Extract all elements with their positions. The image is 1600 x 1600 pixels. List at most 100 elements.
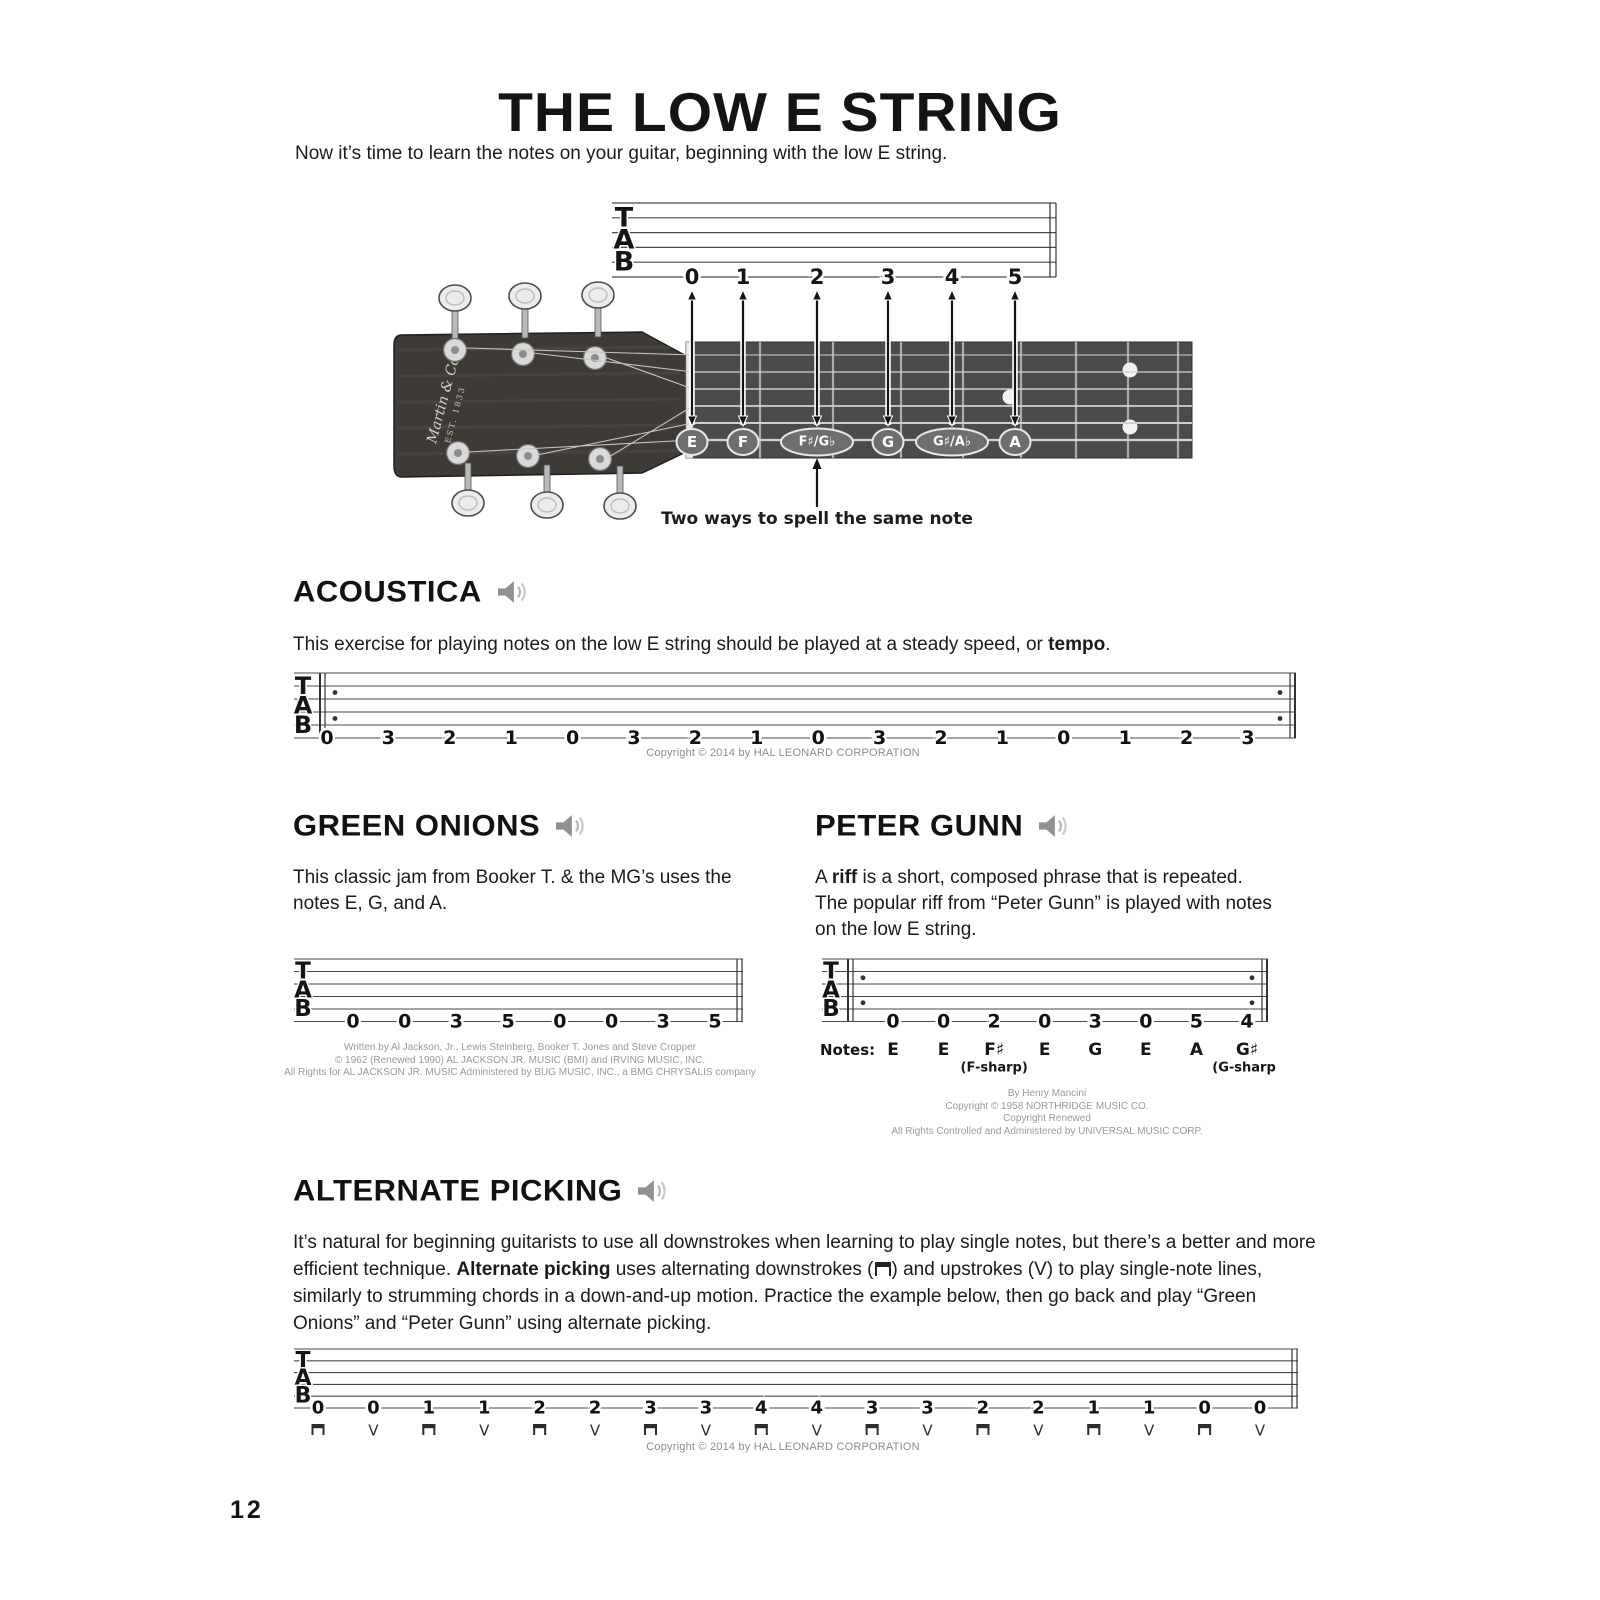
tab-number: 2 bbox=[1032, 1398, 1045, 1419]
tab-number: 0 bbox=[312, 1398, 325, 1419]
section-heading-green-onions: GREEN ONIONS bbox=[293, 809, 586, 844]
tab-number: 0 bbox=[346, 1011, 359, 1033]
acoustica-desc-post: . bbox=[1105, 634, 1111, 655]
tab-number: 1 bbox=[505, 727, 518, 749]
acoustica-desc-pre: This exercise for playing notes on the l… bbox=[293, 634, 1049, 655]
acoustica-title: ACOUSTICA bbox=[293, 574, 482, 609]
tab-staff-green-onions: TAB 0 0 3 5 0 0 3 5 bbox=[293, 957, 743, 1034]
tab-clef-letter: T bbox=[295, 959, 311, 985]
note-sublabel: (G-sharp) bbox=[1212, 1061, 1276, 1076]
tab-clef-letter: A bbox=[294, 977, 312, 1003]
note-badge bbox=[915, 427, 989, 457]
tab-number: 1 bbox=[1119, 727, 1132, 749]
alternate-picking-description: It’s natural for beginning guitarists to… bbox=[293, 1229, 1325, 1337]
tab-number: 5 bbox=[708, 1011, 721, 1033]
upstroke-icon: V bbox=[922, 1422, 933, 1440]
tuner-button bbox=[603, 492, 637, 520]
note-name: E bbox=[1140, 1040, 1152, 1060]
note-badge bbox=[675, 428, 709, 456]
tab-clef-letter: T bbox=[295, 672, 312, 700]
tab-clef-letter: B bbox=[822, 996, 840, 1022]
tab-number: 1 bbox=[750, 727, 763, 749]
tab-clef-letter: A bbox=[294, 692, 313, 720]
tab-number: 2 bbox=[977, 1398, 990, 1419]
fret-number: 0 bbox=[685, 265, 700, 289]
upstroke-icon: V bbox=[1255, 1422, 1266, 1440]
tab-number: 0 bbox=[812, 727, 825, 749]
tuner-button bbox=[530, 491, 564, 519]
green-onions-credits: Written by Al Jackson, Jr., Lewis Steinb… bbox=[278, 1042, 762, 1080]
tab-number: 0 bbox=[566, 727, 579, 749]
tab-number: 2 bbox=[988, 1011, 1001, 1033]
page-title: THE LOW E STRING bbox=[498, 82, 1062, 144]
tab-number: 3 bbox=[627, 727, 640, 749]
peter-gunn-desc-bold: riff bbox=[831, 867, 858, 888]
tab-clef-letter: T bbox=[295, 1348, 310, 1373]
downstroke-icon bbox=[1198, 1424, 1212, 1429]
tab-number: 0 bbox=[886, 1011, 899, 1033]
credit-line: All Rights for AL JACKSON JR. MUSIC Admi… bbox=[284, 1067, 756, 1078]
audio-icon bbox=[638, 1180, 667, 1202]
green-onions-description: This classic jam from Booker T. & the MG… bbox=[293, 867, 732, 914]
credit-line: All Rights Controlled and Administered b… bbox=[891, 1125, 1203, 1137]
note-badge bbox=[726, 428, 760, 456]
tab-number: 4 bbox=[1240, 1011, 1253, 1033]
tab-number: 0 bbox=[605, 1011, 618, 1033]
tab-number: 4 bbox=[810, 1398, 823, 1419]
tab-number: 2 bbox=[689, 727, 702, 749]
tab-number: 0 bbox=[1139, 1011, 1152, 1033]
downstroke-icon bbox=[865, 1424, 879, 1429]
note-badge-label: E bbox=[687, 433, 697, 451]
tab-number: 3 bbox=[1089, 1011, 1102, 1033]
tab-number: 0 bbox=[320, 727, 333, 749]
acoustica-desc-bold: tempo bbox=[1048, 634, 1106, 655]
tuner-button bbox=[581, 281, 615, 309]
tab-number: 0 bbox=[1038, 1011, 1051, 1033]
credit-line: Written by Al Jackson, Jr., Lewis Steinb… bbox=[343, 1042, 697, 1053]
fret-number: 4 bbox=[945, 265, 960, 289]
tab-number: 2 bbox=[1180, 727, 1193, 749]
note-badge bbox=[780, 427, 854, 457]
upstroke-icon: V bbox=[590, 1422, 601, 1440]
note-badge-label: A bbox=[1009, 433, 1021, 451]
note-name: E bbox=[938, 1040, 950, 1060]
svg-text:T: T bbox=[615, 202, 634, 233]
tab-number: 2 bbox=[589, 1398, 602, 1419]
tab-number: 4 bbox=[755, 1398, 768, 1419]
fret-marker bbox=[1122, 419, 1138, 435]
credit-line: © 1962 (Renewed 1990) AL JACKSON JR. MUS… bbox=[334, 1054, 706, 1066]
tab-number: 0 bbox=[398, 1011, 411, 1033]
tab-clef-letter: B bbox=[294, 996, 312, 1022]
downstroke-icon bbox=[533, 1424, 547, 1429]
intro-text: Now it’s time to learn the notes on your… bbox=[295, 143, 948, 164]
tab-number: 5 bbox=[1190, 1011, 1203, 1033]
tuner-button bbox=[451, 489, 485, 517]
downstroke-icon bbox=[1087, 1424, 1101, 1429]
tab-number: 3 bbox=[1241, 727, 1254, 749]
upstroke-icon: V bbox=[368, 1422, 379, 1440]
upstroke-symbol: V bbox=[1034, 1259, 1047, 1280]
guitar-headstock bbox=[393, 331, 689, 478]
upstroke-icon: V bbox=[701, 1422, 712, 1440]
credit-line: Copyright © 1958 NORTHRIDGE MUSIC CO. bbox=[945, 1100, 1149, 1112]
svg-text:A: A bbox=[614, 225, 635, 256]
tab-number: 3 bbox=[866, 1398, 879, 1419]
alternate-picking-title: ALTERNATE PICKING bbox=[293, 1173, 623, 1208]
note-name: A bbox=[1190, 1040, 1204, 1060]
tuner-button bbox=[438, 284, 472, 312]
green-onions-title: GREEN ONIONS bbox=[293, 808, 541, 843]
note-badge-label: G♯/A♭ bbox=[933, 435, 971, 450]
copyright-acoustica: Copyright © 2014 by HAL LEONARD CORPORAT… bbox=[646, 747, 920, 759]
audio-icon bbox=[497, 581, 526, 603]
copyright-alternate-picking: Copyright © 2014 by HAL LEONARD CORPORAT… bbox=[646, 1441, 920, 1453]
tab-number: 3 bbox=[450, 1011, 463, 1033]
acoustica-description: This exercise for playing notes on the l… bbox=[293, 632, 1293, 658]
note-sublabel: (F-sharp) bbox=[961, 1061, 1028, 1076]
tab-number: 1 bbox=[478, 1398, 491, 1419]
note-name: E bbox=[1039, 1040, 1051, 1060]
note-name: E bbox=[887, 1040, 899, 1060]
tab-number: 0 bbox=[367, 1398, 380, 1419]
upstroke-icon: V bbox=[479, 1422, 490, 1440]
